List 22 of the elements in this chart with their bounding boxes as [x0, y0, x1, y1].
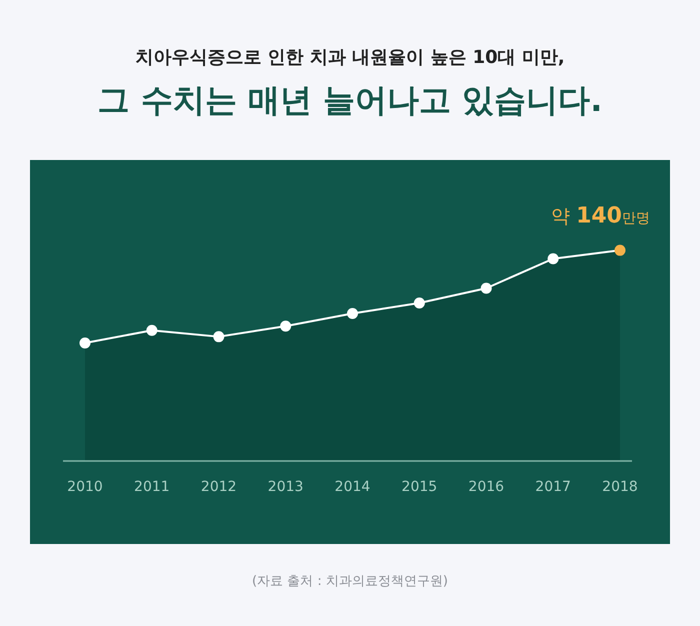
x-tick-label: 2015 — [402, 479, 438, 495]
chart-title: 그 수치는 매년 늘어나고 있습니다. — [98, 81, 602, 119]
point — [480, 282, 492, 294]
point — [548, 253, 559, 264]
x-tick-label: 2016 — [468, 479, 504, 495]
x-tick-label: 2014 — [334, 479, 370, 495]
x-tick-label: 2010 — [67, 479, 103, 495]
point — [347, 308, 358, 320]
point — [614, 244, 626, 256]
x-tick-label: 2018 — [602, 479, 638, 495]
x-tick-label: 2011 — [134, 479, 170, 495]
point — [280, 320, 292, 332]
x-tick-label: 2013 — [268, 479, 304, 495]
x-tick-label: 2012 — [200, 479, 237, 495]
annotation: 약 140만명 — [551, 203, 650, 228]
point — [146, 324, 158, 336]
chart-subtitle: 치아우식증으로 인한 치과 내원율이 높은 10대 미만, — [135, 47, 565, 68]
point — [80, 338, 90, 349]
x-tick-label: 2017 — [535, 479, 571, 495]
text: (자료 출처 : 치과의료정책연구원) — [252, 574, 448, 589]
point — [213, 331, 224, 342]
point — [414, 297, 425, 308]
